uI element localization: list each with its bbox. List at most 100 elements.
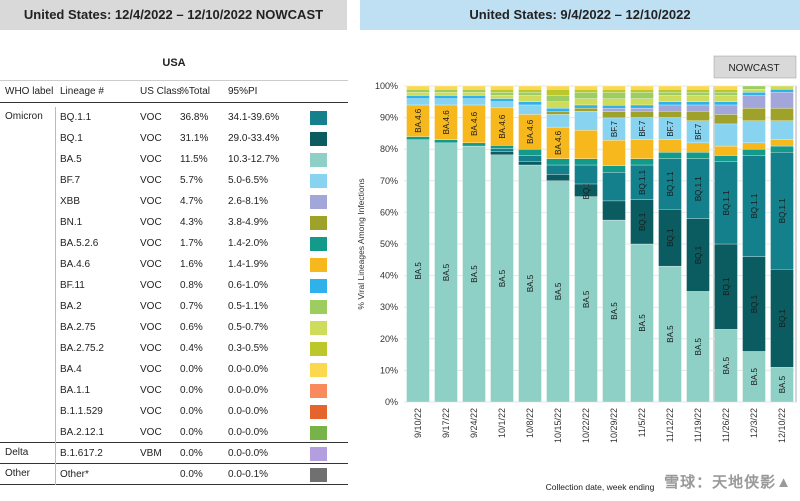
segment-label: BA.5 [750,367,759,385]
y-tick-label: 100% [375,81,398,91]
bar-segment [630,158,654,166]
y-tick-label: 20% [380,334,398,344]
segment-label: BA.4.6 [526,119,535,144]
x-tick-label: 12/3/22 [749,408,759,438]
bar-segment [574,92,598,99]
color-swatch [310,321,327,335]
bar-segment [742,95,766,109]
who-label: Omicron [5,111,43,122]
bar-segment [490,148,514,152]
bar-segment [490,98,514,102]
bar-segment [658,92,682,96]
table-row: BA.4.6 VOC 1.6% 1.4-1.9% [0,254,348,275]
x-tick-label: 9/17/22 [441,408,451,438]
bar-segment [686,89,710,93]
bar-segment [742,120,766,144]
bar-segment [714,85,738,90]
bar-segment [686,85,710,90]
bar-segment [742,89,766,93]
color-swatch [310,111,327,125]
bar-segment [434,98,458,106]
bar-segment [742,92,766,96]
color-swatch [310,279,327,293]
cell-class: VOC [140,196,162,207]
segment-label: BA.4.6 [414,108,423,133]
table-row: Other* 0.0% 0.0-0.1% [0,464,348,485]
bar-segment [518,85,542,90]
cell-class: VOC [140,112,162,123]
table-row: BA.2.75.2 VOC 0.4% 0.3-0.5% [0,338,348,359]
column-header: %Total [180,86,211,97]
bar-segment [686,111,710,121]
cell-class: VOC [140,385,162,396]
y-tick-label: 60% [380,207,398,217]
bar-segment [462,142,486,147]
cell-pi: 0.0-0.0% [228,364,269,375]
table-row: BA.5 VOC 11.5% 10.3-12.7% [0,149,348,170]
bar-segment [602,165,626,173]
bar-segment [770,120,794,140]
bar-segment [490,145,514,149]
cell-lineage: BA.4 [60,364,82,375]
bar-segment [462,85,486,90]
bar-segment [630,107,654,112]
segment-label: BQ.1.1 [638,169,647,194]
cell-class: VOC [140,427,162,438]
segment-label: BQ.1 [750,294,759,313]
segment-label: BQ.1.1 [722,190,731,215]
bar-segment [574,107,598,112]
who-label: Delta [5,447,29,458]
y-axis-label: % Viral Lineages Among Infections [356,178,366,309]
cell-class: VOC [140,301,162,312]
bar-segment [602,200,626,221]
bar-segment [574,158,598,166]
cell-lineage: BA.1.1 [60,385,91,396]
color-swatch [310,447,327,461]
bar-segment [574,104,598,109]
cell-lineage: BF.7 [60,175,81,186]
bar-segment [546,114,570,128]
stacked-bar-chart: NOWCAST 0% 10% 20% 30% 40% 50% 60% 70% 80% 90% 100%… [352,50,800,496]
column-divider [55,107,56,485]
cell-class: VOC [140,322,162,333]
table-row: BQ.1 VOC 31.1% 29.0-33.4% [0,128,348,149]
cell-lineage: BA.2.12.1 [60,427,104,438]
bar-segment [546,111,570,115]
bar-segment [602,140,626,166]
color-swatch [310,468,327,482]
bar-segment [406,92,430,96]
cell-total: 0.8% [180,280,203,291]
bar-segment [602,92,626,99]
bar-segment [602,85,626,90]
segment-label: BA.5 [610,302,619,320]
bar-segment [434,89,458,93]
bar-segment [770,145,794,153]
bar-segment [658,152,682,159]
bar-segment [714,95,738,102]
cell-lineage: B.1.617.2 [60,448,103,459]
bar-segment [658,139,682,153]
bar-segment [574,111,598,131]
color-swatch [310,300,327,314]
bar-segment [658,89,682,93]
bar-segment [714,155,738,162]
x-tick-label: 10/8/22 [525,408,535,438]
cell-pi: 0.0-0.1% [228,469,269,480]
table-row: BA.4 VOC 0.0% 0.0-0.0% [0,359,348,380]
cell-total: 0.0% [180,448,203,459]
segment-label: BF.7 [610,121,619,138]
bar-segment [686,101,710,106]
cell-pi: 0.5-1.1% [228,301,269,312]
bar-segment [714,89,738,93]
cell-pi: 0.0-0.0% [228,385,269,396]
color-swatch [310,363,327,377]
cell-pi: 10.3-12.7% [228,154,280,165]
table-row: BA.2 VOC 0.7% 0.5-1.1% [0,296,348,317]
x-tick-label: 10/22/22 [581,408,591,443]
cell-class: VOC [140,406,162,417]
y-tick-label: 0% [385,397,398,407]
x-tick-label: 9/24/22 [469,408,479,438]
cell-class: VOC [140,175,162,186]
bar-segment [518,149,542,156]
segment-label: BA.5 [666,325,675,343]
